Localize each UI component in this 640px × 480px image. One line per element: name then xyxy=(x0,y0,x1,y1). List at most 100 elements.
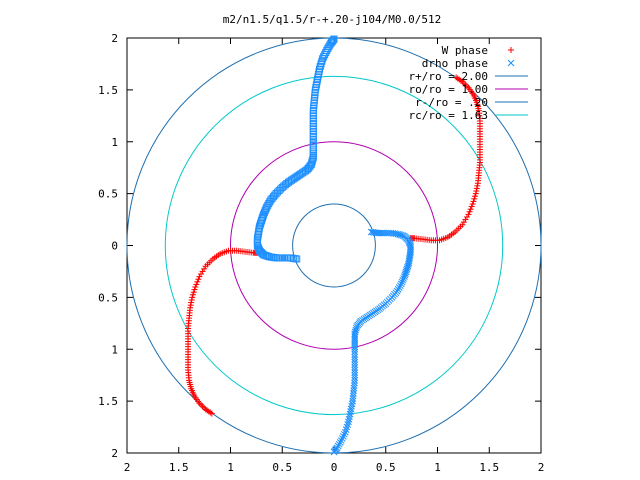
y-tick-label: 0 xyxy=(111,240,118,253)
drho-phase-point xyxy=(395,284,403,291)
drho-square-point xyxy=(329,36,337,44)
drho-phase-point xyxy=(351,371,359,379)
drho-phase-point xyxy=(399,276,407,284)
x-tick-label: 2 xyxy=(538,461,545,474)
w-phase-point xyxy=(189,291,196,298)
drho-square-point xyxy=(330,35,338,43)
circle-rc-ring xyxy=(164,75,504,416)
drho-phase-point xyxy=(330,448,338,456)
w-phase-point xyxy=(471,195,478,202)
drho-phase-point xyxy=(351,353,359,361)
drho-phase-point xyxy=(346,410,354,418)
w-phase-point xyxy=(474,180,481,187)
drho-phase-point xyxy=(351,364,359,371)
x-tick-label: 1.5 xyxy=(479,461,499,474)
x-tick-label: 0 xyxy=(331,461,338,474)
drho-phase-point xyxy=(397,280,405,288)
w-phase-point xyxy=(466,208,473,215)
w-phase-point xyxy=(473,185,480,192)
drho-phase-point xyxy=(351,358,359,366)
drho-phase-point xyxy=(351,356,359,363)
w-phase-point xyxy=(188,296,195,303)
drho-phase-point xyxy=(346,413,353,421)
drho-phase-point xyxy=(335,440,343,448)
drho-square-point xyxy=(307,161,315,169)
x-tick-label: 0.5 xyxy=(272,461,292,474)
legend-marker xyxy=(507,59,515,67)
legend-marker xyxy=(508,47,514,53)
w-phase-point xyxy=(473,188,480,195)
y-tick-label: 1.5 xyxy=(98,84,118,97)
drho-phase-point xyxy=(348,400,356,408)
drho-phase-point xyxy=(377,229,384,237)
drho-phase-point xyxy=(338,435,346,442)
drho-square-point xyxy=(328,37,336,45)
drho-phase-point xyxy=(336,439,344,446)
circle-ro-ring xyxy=(230,141,438,350)
y-tick-label: 1.5 xyxy=(98,395,118,408)
w-phase-point xyxy=(470,198,477,205)
chart-title: m2/n1.5/q1.5/r-+.20-j104/M0.0/512 xyxy=(223,13,442,26)
y-tick-label: 2 xyxy=(111,32,118,45)
drho-phase-point xyxy=(339,433,347,440)
drho-square-point xyxy=(308,157,316,165)
w-phase-point xyxy=(195,276,202,283)
drho-phase-point xyxy=(351,348,359,356)
w-phase-point xyxy=(194,278,201,285)
w-phase-point xyxy=(187,302,194,309)
x-tick-label: 2 xyxy=(124,461,131,474)
y-tick-label: 0.5 xyxy=(98,188,118,201)
legend-label: ro/ro = 1.00 xyxy=(409,83,488,96)
drho-phase-point xyxy=(396,282,404,290)
w-phase-point xyxy=(469,201,476,207)
drho-phase-point xyxy=(351,351,359,358)
drho-phase-point xyxy=(345,415,353,423)
drho-square-point xyxy=(309,155,317,163)
w-phase-point xyxy=(193,281,200,288)
drho-phase-point xyxy=(401,273,408,280)
legend-label: W phase xyxy=(442,44,488,57)
drho-square-point xyxy=(309,144,317,152)
legend-label: r-/ro = .20 xyxy=(415,96,488,109)
w-phase-point xyxy=(191,286,198,293)
y-tick-label: 1 xyxy=(111,136,118,149)
legend-label: rc/ro = 1.63 xyxy=(409,109,488,122)
drho-phase-point xyxy=(347,405,355,413)
x-tick-label: 1.5 xyxy=(169,461,189,474)
circle-r-ring xyxy=(292,203,376,288)
drho-phase-point xyxy=(351,366,359,374)
x-tick-label: 0.5 xyxy=(376,461,396,474)
w-phase-point xyxy=(187,304,194,311)
drho-phase-point xyxy=(348,402,355,410)
drho-square-point xyxy=(308,159,316,167)
drho-phase-point xyxy=(398,278,406,286)
w-phase-point xyxy=(188,299,195,306)
legend-label: drho phase xyxy=(422,57,488,70)
w-phase-point xyxy=(472,193,479,200)
axis-ticks: 2 1.5 1 0.5 0 0.5 1 1.5 221.510.500.511.52 xyxy=(98,32,544,474)
drho-phase-point xyxy=(342,428,349,436)
w-phase-point xyxy=(468,203,475,210)
y-tick-label: 1 xyxy=(111,343,118,356)
w-phase-point xyxy=(192,284,199,290)
drho-phase-point xyxy=(347,408,354,415)
drho-phase-point xyxy=(340,430,348,438)
w-phase-point xyxy=(467,206,474,213)
legend-label: r+/ro = 2.00 xyxy=(409,70,488,83)
x-tick-label: 1 xyxy=(227,461,234,474)
w-phase-point xyxy=(189,294,196,301)
x-tick-label: 1 xyxy=(434,461,441,474)
data-points xyxy=(185,35,483,456)
drho-phase-point xyxy=(351,361,359,369)
drho-phase-point xyxy=(351,369,359,376)
y-tick-label: 2 xyxy=(111,447,118,460)
drho-phase-point xyxy=(400,275,407,282)
drho-phase-point xyxy=(337,437,345,444)
drho-phase-point xyxy=(394,285,402,293)
drho-square-point xyxy=(260,209,268,217)
w-phase-point xyxy=(474,182,481,189)
drho-square-point xyxy=(260,210,268,218)
y-tick-label: 0.5 xyxy=(98,291,118,304)
